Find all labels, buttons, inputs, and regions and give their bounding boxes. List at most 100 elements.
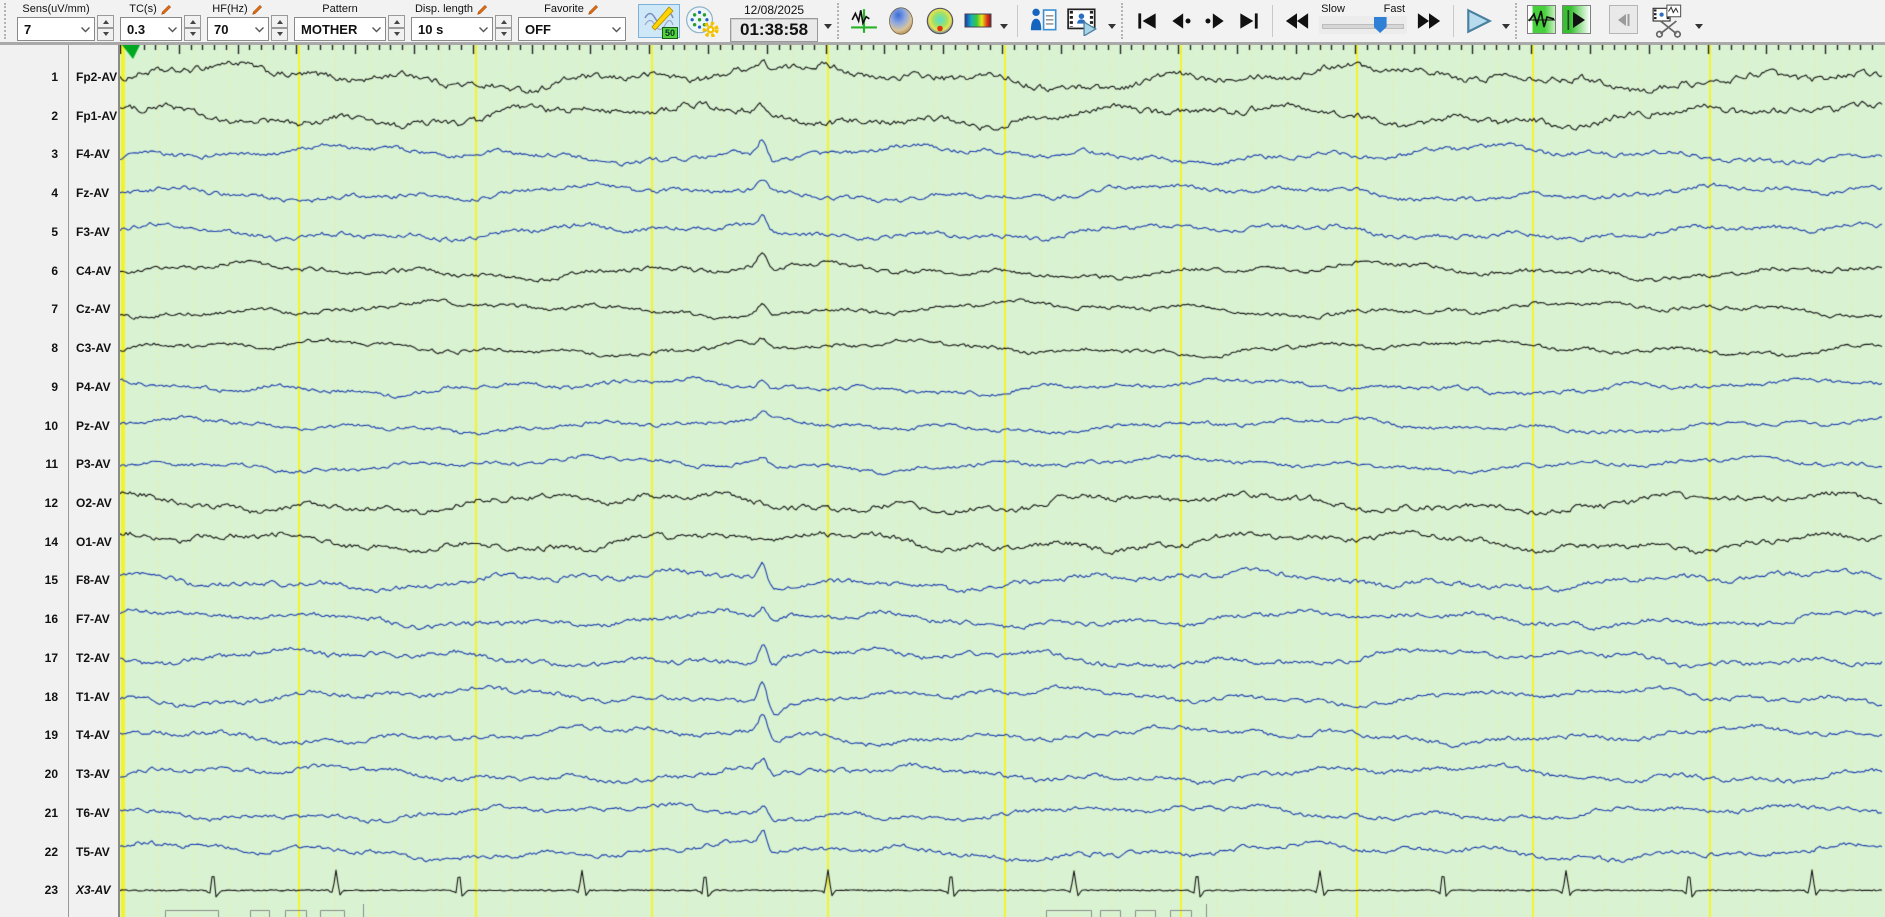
channel-label-row[interactable]: 6 C4-AV	[0, 263, 118, 279]
channel-name: T2-AV	[76, 650, 110, 665]
channel-label-row[interactable]: 16 F7-AV	[0, 611, 118, 627]
play-dropdown-button[interactable]	[1499, 3, 1513, 37]
toolbar-grip[interactable]	[1515, 3, 1521, 39]
topographic-map-button[interactable]	[920, 4, 960, 38]
video-playback-button[interactable]	[1062, 4, 1104, 38]
channel-number: 14	[44, 534, 58, 549]
patient-info-button[interactable]	[1024, 4, 1062, 38]
slider-handle[interactable]	[1373, 17, 1387, 33]
timeconstant-up-button[interactable]	[184, 15, 201, 28]
display-length-up-button[interactable]	[495, 15, 512, 28]
channel-label-row[interactable]: 23 X3-AV	[0, 882, 118, 898]
channel-name: F4-AV	[76, 147, 110, 162]
step-forward-button[interactable]	[1198, 4, 1232, 38]
pencil-icon[interactable]	[476, 3, 489, 16]
display-length-down-button[interactable]	[495, 28, 512, 41]
channel-label-row[interactable]: 15 F8-AV	[0, 572, 118, 588]
channel-label-row[interactable]: 14 O1-AV	[0, 534, 118, 550]
clip-export-button[interactable]	[1647, 4, 1691, 38]
sensitivity-down-button[interactable]	[97, 28, 114, 41]
channel-label-row[interactable]: 3 F4-AV	[0, 146, 118, 162]
sensitivity-up-button[interactable]	[97, 15, 114, 28]
channel-label-row[interactable]: 11 P3-AV	[0, 456, 118, 472]
fast-forward-button[interactable]	[1411, 4, 1447, 38]
speed-slider[interactable]	[1319, 16, 1408, 34]
channel-number: 18	[44, 689, 58, 704]
channel-number: 2	[51, 108, 58, 123]
sensitivity-select[interactable]: 7	[17, 17, 95, 41]
channel-name: F7-AV	[76, 612, 110, 627]
pattern-select[interactable]: MOTHER	[294, 17, 386, 41]
pattern-label: Pattern	[322, 3, 358, 15]
speed-slow-label: Slow	[1321, 3, 1345, 15]
pattern-down-button[interactable]	[388, 28, 405, 41]
pencil-icon[interactable]	[587, 3, 600, 16]
channel-number: 15	[44, 573, 58, 588]
rewind-button[interactable]	[1279, 4, 1315, 38]
channel-label-row[interactable]: 1 Fp2-AV	[0, 69, 118, 85]
sensitivity-value: 7	[24, 21, 32, 37]
dropdown-arrow-icon	[824, 24, 833, 33]
highfreq-down-button[interactable]	[271, 28, 288, 41]
channel-label-row[interactable]: 9 P4-AV	[0, 379, 118, 395]
channel-name: O1-AV	[76, 534, 112, 549]
timeconstant-select[interactable]: 0.3	[120, 17, 182, 41]
channel-name: P3-AV	[76, 457, 111, 472]
channel-label-row[interactable]: 19 T4-AV	[0, 727, 118, 743]
review-waveform-button[interactable]	[1527, 5, 1557, 34]
pattern-up-button[interactable]	[388, 15, 405, 28]
arrow-down-icon	[393, 32, 400, 39]
timeconstant-group: TC(s) 0.3	[120, 1, 201, 41]
montage-settings-button[interactable]	[680, 4, 724, 38]
channel-label-row[interactable]: 22 T5-AV	[0, 844, 118, 860]
current-time[interactable]: 01:38:58	[730, 18, 819, 42]
display-length-group: Disp. length 10 s	[411, 1, 512, 41]
toolbar-grip[interactable]	[1121, 3, 1127, 39]
skip-to-end-button[interactable]	[1232, 4, 1266, 38]
channel-label-row[interactable]: 2 Fp1-AV	[0, 108, 118, 124]
pencil-icon[interactable]	[160, 3, 173, 16]
eeg-trace-canvas[interactable]	[120, 45, 1883, 917]
channel-number: 3	[51, 147, 58, 162]
dsa-spectrogram-button[interactable]	[960, 4, 996, 38]
favorite-select[interactable]: OFF	[518, 17, 626, 41]
label-divider	[68, 45, 69, 917]
trace-cursor-button[interactable]	[846, 4, 882, 38]
channel-label-row[interactable]: 20 T3-AV	[0, 766, 118, 782]
toolbar-grip[interactable]	[4, 3, 10, 39]
review-play-button[interactable]	[1562, 5, 1592, 34]
toolbar-grip[interactable]	[837, 3, 843, 39]
channel-label-row[interactable]: 7 Cz-AV	[0, 301, 118, 317]
channel-number: 16	[44, 612, 58, 627]
notch-frequency-badge: 50	[661, 27, 678, 39]
step-back-button[interactable]	[1164, 4, 1198, 38]
highfreq-up-button[interactable]	[271, 15, 288, 28]
chevron-down-icon	[372, 26, 381, 32]
channel-label-row[interactable]: 17 T2-AV	[0, 650, 118, 666]
dropdown-arrow-icon	[1108, 24, 1117, 33]
slider-track	[1322, 24, 1405, 29]
channel-number: 23	[44, 883, 58, 898]
clip-dropdown-button[interactable]	[1692, 3, 1706, 37]
skip-to-start-button[interactable]	[1130, 4, 1164, 38]
highfreq-select[interactable]: 70	[207, 17, 269, 41]
datetime-display: 12/08/2025 01:38:58	[730, 3, 819, 42]
head-3d-map-button[interactable]	[882, 4, 920, 38]
notch-filter-button[interactable]: 50	[638, 4, 680, 39]
channel-label-row[interactable]: 8 C3-AV	[0, 340, 118, 356]
video-icon	[1067, 8, 1098, 36]
channel-label-row[interactable]: 5 F3-AV	[0, 224, 118, 240]
play-button[interactable]	[1460, 4, 1498, 38]
timeconstant-down-button[interactable]	[184, 28, 201, 41]
display-length-select[interactable]: 10 s	[411, 17, 493, 41]
channel-label-row[interactable]: 18 T1-AV	[0, 689, 118, 705]
channel-label-row[interactable]: 4 Fz-AV	[0, 185, 118, 201]
channel-label-row[interactable]: 12 O2-AV	[0, 495, 118, 511]
channel-number: 12	[44, 496, 58, 511]
map-tools-dropdown-button[interactable]	[997, 3, 1011, 37]
pencil-icon[interactable]	[251, 3, 264, 16]
channel-label-row[interactable]: 21 T6-AV	[0, 805, 118, 821]
channel-label-row[interactable]: 10 Pz-AV	[0, 418, 118, 434]
datetime-dropdown-button[interactable]	[821, 3, 835, 37]
video-dropdown-button[interactable]	[1105, 3, 1119, 37]
